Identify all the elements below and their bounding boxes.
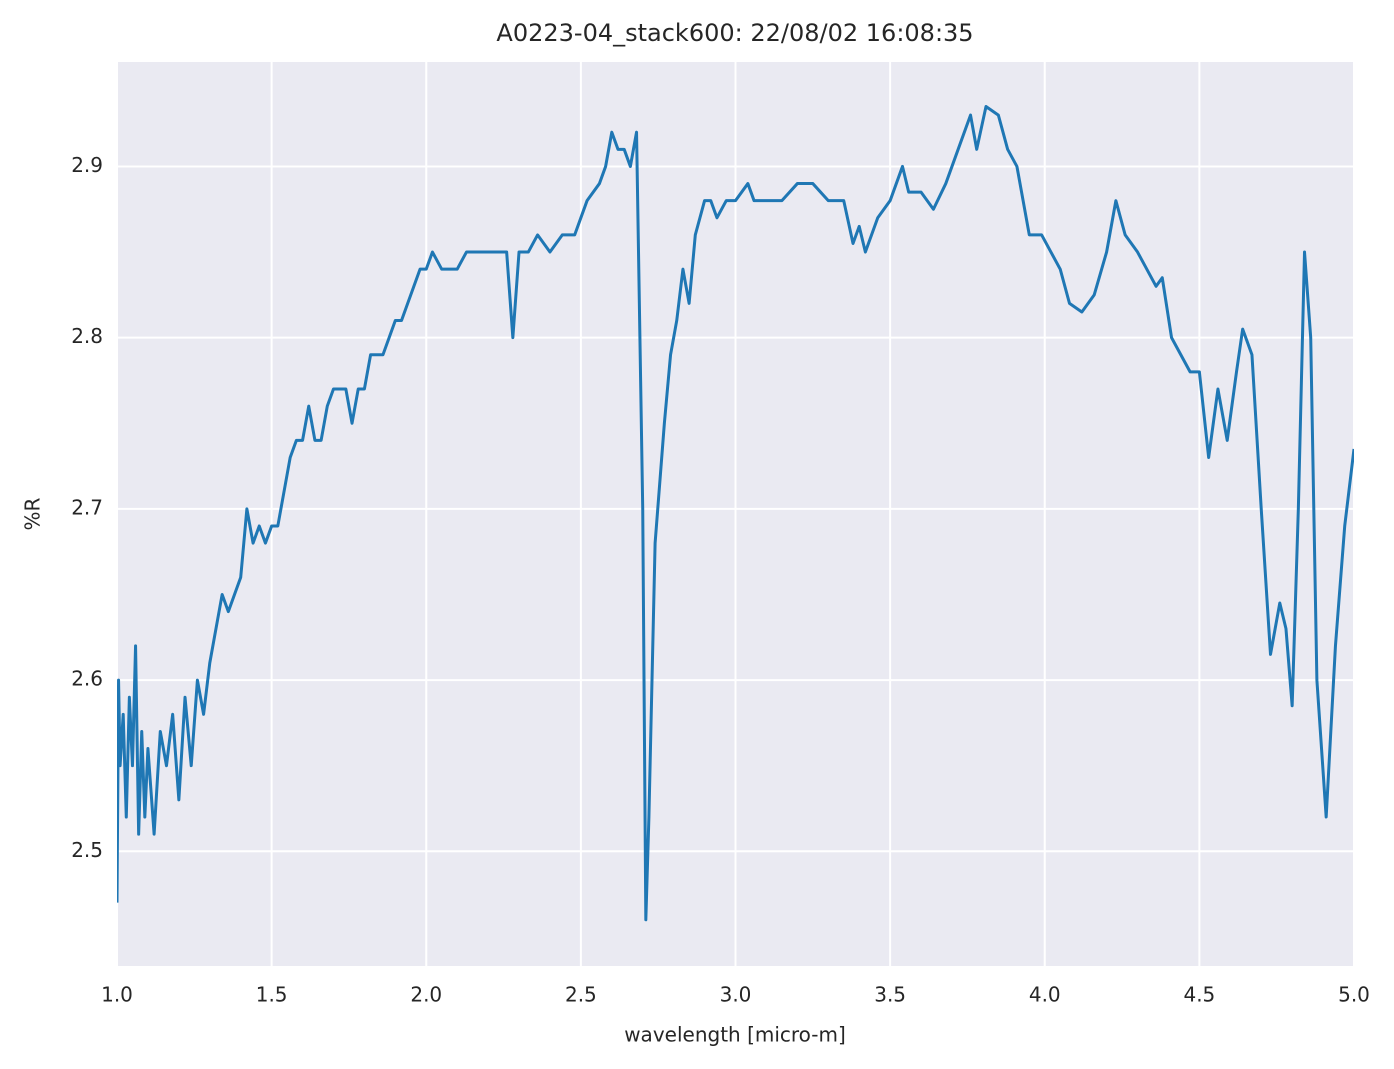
x-tick-label: 1.0 (101, 983, 133, 1007)
x-tick-label: 1.5 (256, 983, 288, 1007)
x-tick-label: 5.0 (1338, 983, 1370, 1007)
y-tick-label: 2.8 (71, 324, 103, 348)
x-tick-label: 4.0 (1029, 983, 1061, 1007)
x-tick-label: 3.0 (720, 983, 752, 1007)
y-tick-label: 2.9 (71, 153, 103, 177)
y-tick-label: 2.5 (71, 838, 103, 862)
x-tick-label: 4.5 (1183, 983, 1215, 1007)
y-tick-label: 2.7 (71, 495, 103, 519)
x-tick-label: 2.0 (410, 983, 442, 1007)
y-axis-label: %R (21, 497, 45, 530)
chart-title: A0223-04_stack600: 22/08/02 16:08:35 (496, 19, 973, 47)
x-tick-label: 2.5 (565, 983, 597, 1007)
data-line (117, 105, 1354, 922)
y-tick-label: 2.6 (71, 667, 103, 691)
x-axis-label: wavelength [micro-m] (624, 1023, 846, 1047)
x-tick-label: 3.5 (874, 983, 906, 1007)
